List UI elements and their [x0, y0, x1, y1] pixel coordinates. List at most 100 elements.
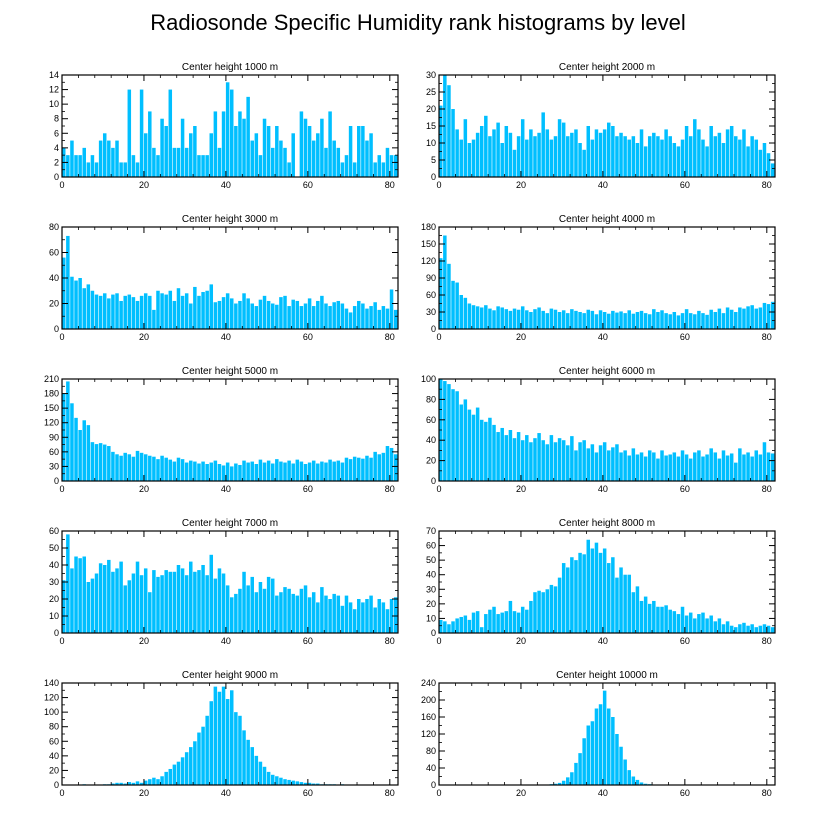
histogram-bar: [443, 235, 447, 329]
histogram-bar: [451, 280, 455, 329]
histogram-bar: [90, 155, 95, 177]
histogram-bar: [734, 312, 738, 329]
histogram-bar: [459, 295, 463, 329]
histogram-bar: [647, 136, 652, 177]
histogram-bar: [221, 686, 226, 785]
histogram-bar: [631, 448, 636, 481]
histogram-bar: [574, 310, 578, 329]
histogram-bar: [82, 288, 86, 329]
histogram-bar: [205, 290, 209, 329]
histogram-bar: [479, 627, 484, 633]
histogram-bar: [574, 560, 578, 633]
histogram-bar: [357, 126, 361, 177]
panel-title: Center height 2000 m: [559, 62, 655, 73]
histogram-bar: [291, 463, 295, 481]
histogram-bar: [766, 625, 771, 633]
histogram-bar: [328, 459, 332, 481]
histogram-bar: [766, 452, 771, 481]
histogram-bar: [230, 89, 234, 177]
histogram-bar: [570, 557, 574, 633]
histogram-bar: [107, 298, 111, 329]
histogram-bar: [201, 155, 205, 177]
histogram-bar: [143, 293, 148, 329]
histogram-bar: [631, 776, 636, 785]
histogram-bar: [160, 293, 164, 329]
histogram-bar: [705, 314, 709, 329]
y-tick-label: 10: [49, 611, 59, 621]
histogram-bar: [98, 295, 103, 329]
histogram-bar: [119, 162, 123, 177]
y-tick-label: 140: [44, 678, 59, 688]
histogram-bar: [291, 780, 295, 785]
histogram-bar: [705, 454, 709, 481]
x-tick-label: 60: [303, 332, 313, 342]
x-tick-label: 20: [139, 484, 149, 494]
histogram-bar: [234, 463, 238, 481]
histogram-bar: [316, 602, 320, 633]
y-tick-label: 20: [49, 765, 59, 775]
histogram-bar: [164, 457, 168, 481]
histogram-bar: [676, 614, 681, 633]
histogram-bar: [557, 438, 562, 481]
histogram-bar: [156, 459, 160, 481]
y-tick-label: 60: [49, 736, 59, 746]
histogram-bar: [193, 126, 197, 177]
x-tick-label: 0: [59, 332, 64, 342]
histogram-bar: [504, 611, 509, 633]
histogram-bar: [762, 624, 767, 633]
histogram-bar: [701, 139, 705, 177]
histogram-bar: [189, 303, 193, 329]
histogram-bar: [250, 461, 254, 481]
histogram-bar: [766, 304, 771, 329]
histogram-bar: [451, 389, 455, 481]
x-tick-label: 60: [303, 636, 313, 646]
histogram-bar: [488, 136, 492, 177]
histogram-bar: [680, 313, 685, 329]
histogram-bar: [266, 576, 271, 633]
histogram-bar: [184, 462, 189, 481]
histogram-bar: [135, 450, 140, 481]
histogram-bar: [389, 155, 394, 177]
y-tick-label: 0: [54, 628, 59, 638]
histogram-bar: [164, 126, 168, 177]
x-tick-label: 80: [762, 636, 772, 646]
x-tick-label: 0: [59, 788, 64, 798]
histogram-bar: [168, 89, 173, 177]
histogram-bar: [336, 147, 341, 177]
histogram-bar: [275, 304, 279, 329]
y-tick-label: 120: [44, 693, 59, 703]
histogram-bar: [602, 548, 607, 633]
histogram-bar: [471, 612, 476, 633]
x-tick-label: 20: [516, 484, 526, 494]
histogram-bar: [451, 621, 455, 633]
histogram-bar: [143, 568, 148, 633]
histogram-bar: [672, 143, 677, 177]
histogram-bar: [152, 777, 156, 785]
histogram-bar: [316, 133, 320, 177]
histogram-bar: [311, 460, 316, 481]
histogram-bar: [656, 458, 660, 481]
histogram-bar: [250, 576, 254, 633]
histogram-bar: [652, 452, 656, 481]
histogram-bar: [582, 738, 586, 785]
histogram-bar: [189, 133, 193, 177]
histogram-bar: [279, 592, 283, 633]
y-tick-label: 30: [49, 577, 59, 587]
histogram-bar: [156, 290, 160, 329]
histogram-bar: [656, 606, 660, 633]
y-tick-label: 12: [49, 85, 59, 95]
histogram-bar: [545, 129, 550, 177]
panel-6: Center height 7000 m 0 20 40 60 80 0 10 20 30 40 50…: [49, 518, 399, 646]
histogram-bar: [168, 768, 173, 785]
x-tick-label: 40: [598, 636, 608, 646]
histogram-bar: [516, 309, 521, 329]
histogram-bar: [262, 462, 267, 481]
histogram-bar: [127, 294, 132, 329]
histogram-bar: [352, 456, 357, 481]
x-tick-label: 0: [59, 636, 64, 646]
histogram-bar: [250, 303, 254, 329]
histogram-bar: [295, 781, 300, 785]
y-tick-label: 70: [426, 526, 436, 536]
histogram-bar: [287, 460, 291, 481]
histogram-bar: [270, 463, 275, 481]
